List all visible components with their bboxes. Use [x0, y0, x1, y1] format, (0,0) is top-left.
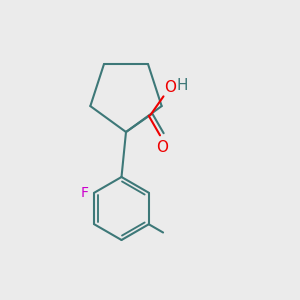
Text: H: H — [176, 78, 188, 93]
Text: O: O — [156, 140, 168, 155]
Text: O: O — [164, 80, 176, 95]
Text: F: F — [81, 186, 89, 200]
